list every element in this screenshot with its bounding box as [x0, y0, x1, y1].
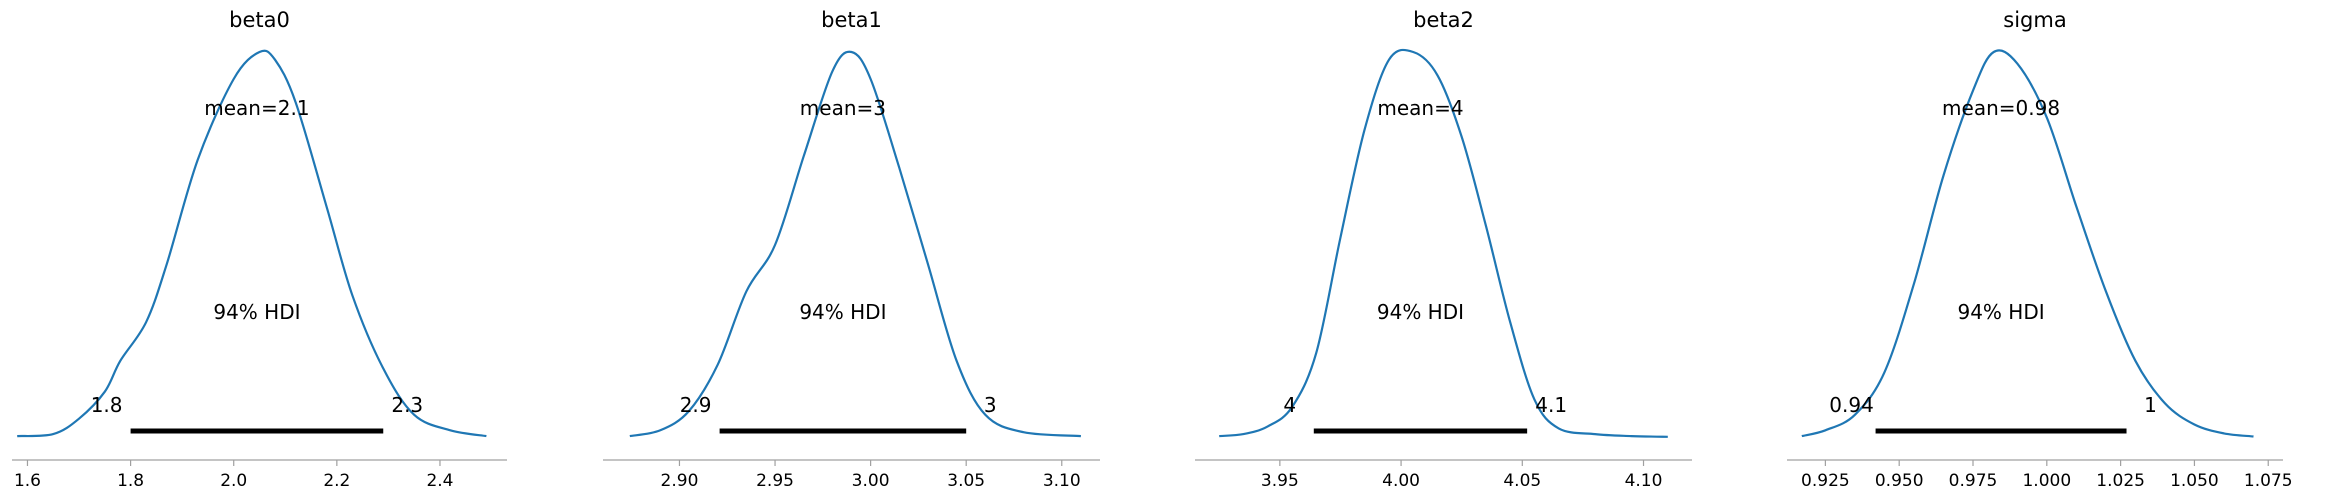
x-tick-label: 0.925: [1801, 471, 1850, 491]
x-tick-label: 4.10: [1625, 471, 1663, 491]
density-curve: [629, 50, 1081, 438]
x-tick-label: 1.025: [2096, 471, 2145, 491]
hdi-label: 94% HDI: [1957, 300, 2044, 324]
hdi-low-label: 0.94: [1829, 393, 1874, 417]
x-tick-label: 3.00: [852, 471, 890, 491]
x-tick-label: 2.95: [756, 471, 794, 491]
panel-beta2: beta2 mean=4 94% HDI 4 4.1 3.95 4.00 4.05 4.10: [1195, 8, 1692, 491]
panel-sigma: sigma mean=0.98 94% HDI 0.94 1 0.925 0.950 0.97…: [1787, 8, 2293, 491]
hdi-high-label: 3: [984, 393, 997, 417]
panel-beta0: beta0 mean=2.1 94% HDI 1.8 2.3 1.6 1.8 2.0 2.2 2.…: [12, 8, 507, 491]
panel-title: beta0: [229, 8, 290, 32]
mean-label: mean=0.98: [1942, 96, 2060, 120]
x-tick-label: 2.90: [661, 471, 699, 491]
panel-title: sigma: [2003, 8, 2066, 32]
mean-label: mean=3: [800, 96, 886, 120]
density-curve: [17, 49, 487, 438]
x-tick-label: 1.000: [2022, 471, 2071, 491]
x-tick-label: 4.00: [1382, 471, 1420, 491]
density-curve: [1219, 48, 1668, 438]
x-tick-label: 2.4: [426, 471, 453, 491]
panel-title: beta1: [821, 8, 882, 32]
hdi-high-label: 1: [2144, 393, 2157, 417]
x-tick-label: 0.950: [1875, 471, 1924, 491]
x-tick-label: 1.075: [2244, 471, 2293, 491]
mean-label: mean=4: [1377, 96, 1463, 120]
x-tick-label: 1.6: [14, 471, 41, 491]
hdi-label: 94% HDI: [1377, 300, 1464, 324]
hdi-high-label: 4.1: [1535, 393, 1567, 417]
density-curve: [1801, 49, 2254, 438]
hdi-high-label: 2.3: [391, 393, 423, 417]
panel-title: beta2: [1413, 8, 1474, 32]
panel-beta1: beta1 mean=3 94% HDI 2.9 3 2.90 2.95 3.00 3.05 3.…: [603, 8, 1100, 491]
x-tick-label: 3.10: [1043, 471, 1081, 491]
x-tick-label: 3.05: [947, 471, 985, 491]
hdi-label: 94% HDI: [213, 300, 300, 324]
x-tick-label: 0.975: [1949, 471, 1998, 491]
hdi-low-label: 2.9: [680, 393, 712, 417]
mean-label: mean=2.1: [204, 96, 309, 120]
hdi-low-label: 4: [1283, 393, 1296, 417]
hdi-label: 94% HDI: [799, 300, 886, 324]
x-tick-label: 2.2: [323, 471, 350, 491]
hdi-low-label: 1.8: [91, 393, 123, 417]
x-tick-label: 1.8: [117, 471, 144, 491]
x-tick-label: 4.05: [1503, 471, 1541, 491]
x-tick-label: 1.050: [2170, 471, 2219, 491]
x-tick-label: 2.0: [220, 471, 247, 491]
x-tick-label: 3.95: [1261, 471, 1299, 491]
